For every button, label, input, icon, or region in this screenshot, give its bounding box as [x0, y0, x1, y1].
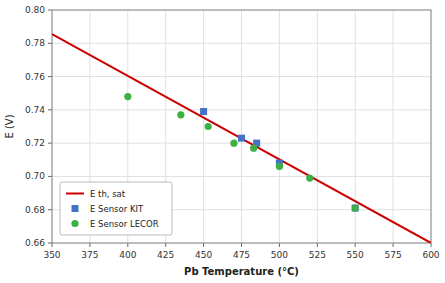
y-tick-label: 0.66: [25, 238, 45, 248]
y-tick-label: 0.78: [25, 38, 45, 48]
x-axis-label: Pb Temperature (°C): [184, 266, 299, 277]
x-grid-line: [317, 10, 318, 243]
x-tick: [165, 243, 166, 247]
x-tick-label: 550: [347, 250, 364, 260]
x-tick-label: 575: [385, 250, 402, 260]
grid: [52, 10, 431, 243]
y-grid-line: [52, 176, 431, 177]
legend-swatch: [71, 220, 78, 227]
x-tick: [241, 243, 242, 247]
scatter-point: [205, 123, 212, 130]
x-tick: [279, 243, 280, 247]
scatter-point: [276, 163, 283, 170]
plot-frame: [52, 10, 431, 243]
scatter-point: [124, 93, 131, 100]
legend-label: E Sensor LECOR: [90, 219, 159, 229]
legend-swatch: [66, 193, 84, 195]
x-tick: [431, 243, 432, 247]
x-tick-label: 375: [81, 250, 98, 260]
x-tick-label: 450: [195, 250, 212, 260]
x-tick-label: 600: [422, 250, 439, 260]
x-tick-label: 525: [309, 250, 326, 260]
y-tick-label: 0.74: [25, 105, 45, 115]
x-grid-line: [241, 10, 242, 243]
x-tick: [52, 243, 53, 247]
y-grid-line: [52, 76, 431, 77]
scatter-point: [306, 174, 313, 181]
x-tick-label: 500: [271, 250, 288, 260]
scatter-point: [200, 108, 207, 115]
x-tick-label: 475: [233, 250, 250, 260]
y-tick: [48, 176, 52, 177]
x-tick-label: 425: [157, 250, 174, 260]
y-tick-label: 0.72: [25, 138, 45, 148]
x-tick-label: 350: [43, 250, 60, 260]
y-tick-label: 0.80: [25, 5, 45, 15]
legend-box: [60, 182, 172, 235]
x-tick: [355, 243, 356, 247]
y-tick: [48, 209, 52, 210]
x-grid-line: [393, 10, 394, 243]
y-tick-label: 0.70: [25, 171, 45, 181]
x-tick-label: 400: [119, 250, 136, 260]
scatter-point: [250, 145, 257, 152]
y-tick: [48, 10, 52, 11]
scatter-point: [177, 111, 184, 118]
y-grid-line: [52, 43, 431, 44]
scatter-point: [352, 205, 359, 212]
y-tick: [48, 109, 52, 110]
x-tick: [393, 243, 394, 247]
legend-label: E Sensor KIT: [90, 204, 144, 214]
scatter-point: [352, 204, 359, 211]
y-tick: [48, 243, 52, 244]
data: [52, 34, 431, 243]
y-tick: [48, 43, 52, 44]
background: [0, 0, 445, 283]
y-grid-line: [52, 143, 431, 144]
x-tick: [127, 243, 128, 247]
legend: E th, sat E Sensor KIT E Sensor LECOR: [60, 182, 172, 235]
line-series: [52, 34, 431, 243]
y-grid-line: [52, 109, 431, 110]
x-tick: [89, 243, 90, 247]
x-tick: [317, 243, 318, 247]
legend-label: E th, sat: [90, 189, 126, 199]
axes: 350 375 400 425 450 475 500 525 550 575 600 0.66 0.6…: [25, 5, 440, 260]
chart: 350 375 400 425 450 475 500 525 550 575 600 0.66 0.6…: [0, 0, 445, 283]
x-tick: [203, 243, 204, 247]
y-tick: [48, 143, 52, 144]
x-grid-line: [279, 10, 280, 243]
scatter-point: [238, 135, 245, 142]
x-grid-line: [203, 10, 204, 243]
y-tick-label: 0.68: [25, 205, 45, 215]
legend-swatch: [72, 205, 79, 212]
y-axis-label: E (V): [4, 114, 15, 138]
y-tick-label: 0.76: [25, 72, 45, 82]
y-tick: [48, 76, 52, 77]
scatter-point: [230, 140, 237, 147]
